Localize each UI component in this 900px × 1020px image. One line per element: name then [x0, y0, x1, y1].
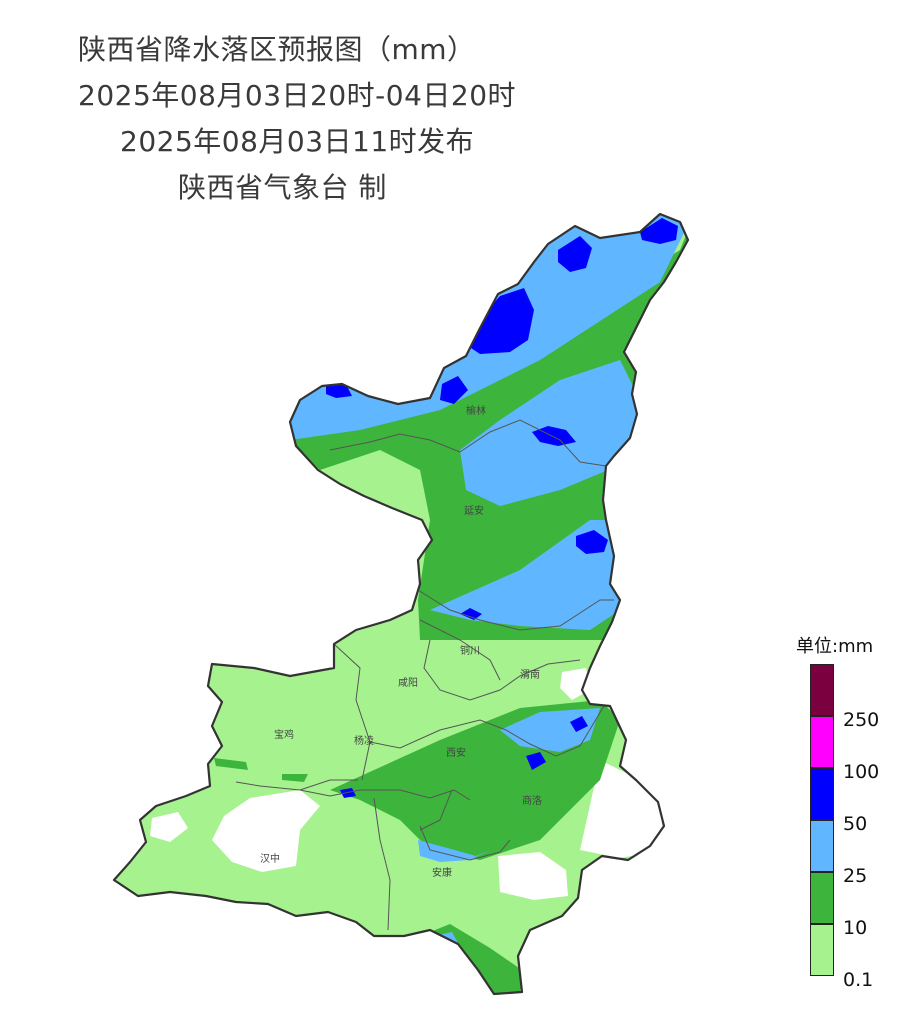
legend-swatch-50-100: [810, 768, 834, 820]
city-label-hanzhong: 汉中: [260, 852, 280, 865]
map-title-block: 陕西省降水落区预报图（mm） 2025年08月03日20时-04日20时 202…: [0, 0, 600, 220]
city-label-yangling: 杨凌: [354, 734, 374, 747]
city-boundaries: [235, 419, 614, 931]
city-label-weinan: 渭南: [520, 668, 540, 681]
legend-unit-title: 单位:mm: [796, 636, 874, 657]
city-label-xian: 西安: [446, 746, 466, 759]
city-label-yulin: 榆林: [466, 404, 486, 417]
forecast-period: 2025年08月03日20时-04日20时: [78, 79, 517, 112]
legend-swatch-25-50: [810, 820, 834, 872]
city-label-tongchuan: 铜川: [460, 645, 480, 657]
legend-swatch-10-25: [810, 872, 834, 924]
legend-label-0-1: 0.1: [843, 969, 874, 991]
city-label-xianyang: 咸阳: [398, 677, 418, 689]
city-label-ankang: 安康: [432, 866, 452, 879]
legend-label-50: 50: [843, 813, 868, 835]
legend-label-25: 25: [843, 865, 868, 887]
city-label-yanan: 延安: [464, 504, 484, 517]
producer-label: 陕西省气象台 制: [178, 171, 387, 204]
city-label-shangluo: 商洛: [522, 794, 542, 807]
legend-swatch-100-250: [810, 716, 834, 768]
legend-swatch-250-plus: [810, 664, 834, 716]
issue-time: 2025年08月03日11时发布: [120, 125, 475, 158]
precipitation-fill-layer: [114, 214, 688, 994]
city-label-baoji: 宝鸡: [274, 728, 294, 741]
province-boundary: [112, 212, 690, 996]
map-title: 陕西省降水落区预报图（mm）: [78, 33, 476, 66]
city-labels: 榆林 延安 铜川 咸阳 渭南 宝鸡 杨凌 西安 商洛 汉中 安康: [260, 404, 542, 879]
legend-swatch-0-1-10: [810, 924, 834, 976]
precipitation-legend: 单位:mm 250 100 50 25 10 0.1: [796, 630, 900, 1000]
legend-label-10: 10: [843, 917, 868, 939]
legend-label-250: 250: [843, 709, 880, 731]
legend-label-100: 100: [843, 761, 880, 783]
